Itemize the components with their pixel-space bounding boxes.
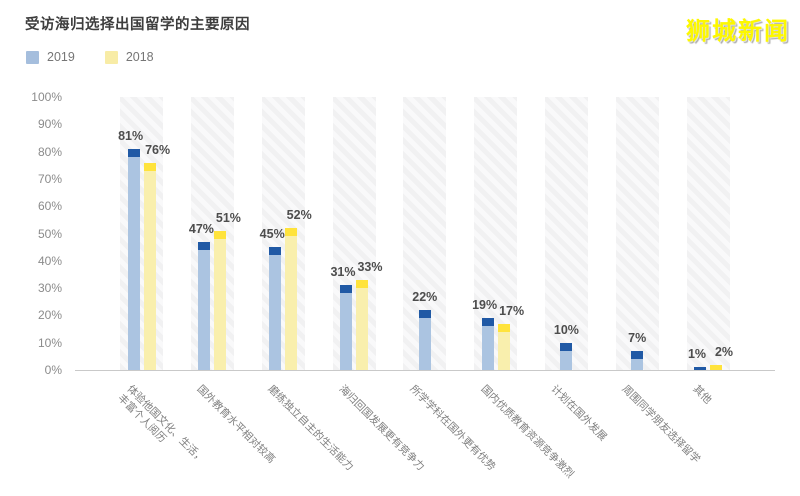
y-axis-tick-40: 40% — [37, 253, 62, 268]
legend-item-2018: 2018 — [104, 50, 154, 64]
bar-cap-2019-6 — [481, 318, 494, 327]
bar-2019-9 — [694, 367, 706, 370]
y-axis-tick-90: 90% — [37, 117, 62, 132]
bar-cap-2019-9 — [694, 367, 706, 370]
bar-cap-2018-2 — [214, 230, 227, 239]
bar-2018-6 — [497, 323, 510, 370]
legend: 2019 2018 — [26, 50, 154, 64]
bar-cap-2018-4 — [356, 279, 368, 288]
value-label-2018-1: 76% — [145, 142, 171, 157]
value-label-2018-6: 17% — [499, 303, 525, 318]
bar-cap-2018-1 — [143, 162, 156, 171]
value-label-2019-5: 22% — [412, 289, 438, 304]
category-label-9: 其他 — [690, 383, 714, 407]
page-title: 受访海归选择出国留学的主要原因 — [25, 17, 250, 33]
value-label-2019-1: 81% — [118, 128, 144, 143]
bar-cap-2019-1 — [127, 148, 140, 157]
bar-cap-2019-3 — [269, 247, 282, 256]
legend-swatch-2018 — [104, 50, 118, 64]
bar-2018-2 — [214, 230, 227, 370]
y-axis-tick-30: 30% — [37, 281, 62, 296]
category-label-8: 周围同学朋友选择留学 — [619, 383, 703, 466]
x-axis-line — [75, 370, 775, 371]
bar-cap-2018-9 — [710, 364, 722, 370]
bar-2019-6 — [481, 318, 494, 370]
background-column-8 — [615, 97, 659, 370]
background-column-2 — [190, 97, 234, 370]
background-column-3 — [261, 97, 305, 370]
y-axis-tick-20: 20% — [37, 308, 62, 323]
value-label-2018-2: 51% — [215, 210, 241, 225]
background-column-7 — [544, 97, 588, 370]
y-axis-tick-0: 0% — [44, 363, 62, 377]
value-label-2018-3: 52% — [286, 208, 312, 223]
site-logo: 狮城新闻 — [686, 18, 790, 45]
background-column-9 — [686, 97, 730, 370]
category-label-7: 计划在国外发展 — [548, 383, 610, 444]
bar-2018-3 — [285, 228, 298, 370]
bar-cap-2019-2 — [198, 241, 211, 250]
value-label-2018-4: 33% — [357, 259, 383, 274]
legend-label-2019: 2019 — [47, 50, 75, 64]
legend-item-2019: 2019 — [26, 50, 75, 64]
background-column-4 — [332, 97, 376, 370]
y-axis-tick-60: 60% — [37, 199, 62, 214]
bar-2019-2 — [198, 241, 211, 370]
y-axis-tick-70: 70% — [37, 171, 62, 186]
bar-cap-2018-6 — [497, 323, 510, 332]
legend-label-2018: 2018 — [125, 50, 154, 64]
y-axis-tick-10: 10% — [37, 335, 62, 350]
bar-2019-4 — [340, 285, 352, 370]
category-label-1: 体验他国文化、生活， 丰富个人阅历 — [114, 383, 207, 466]
bar-cap-2019-4 — [340, 285, 352, 294]
value-label-2019-7: 10% — [553, 322, 579, 337]
y-axis-tick-100: 100% — [31, 90, 62, 104]
bar-2019-8 — [631, 350, 644, 370]
bar-cap-2019-8 — [631, 350, 644, 359]
background-column-6 — [474, 97, 518, 370]
bar-cap-2019-5 — [418, 309, 431, 318]
bar-cap-2019-7 — [560, 342, 573, 351]
y-axis-tick-80: 80% — [37, 144, 62, 159]
value-label-2019-2: 47% — [188, 221, 214, 236]
value-label-2019-8: 7% — [628, 330, 647, 345]
bar-cap-2018-3 — [285, 228, 298, 237]
bar-2018-9 — [710, 364, 722, 370]
bar-2018-1 — [143, 162, 156, 370]
category-label-2: 国外教育水平相对较高 — [194, 383, 278, 466]
bar-2019-7 — [560, 342, 573, 370]
value-label-2019-4: 31% — [330, 265, 356, 280]
bar-2019-3 — [269, 247, 282, 370]
background-column-1 — [120, 97, 164, 370]
value-label-2019-9: 1% — [687, 347, 707, 362]
bar-2018-4 — [356, 279, 368, 370]
value-label-2018-9: 2% — [714, 344, 734, 359]
bar-2019-5 — [418, 309, 431, 370]
legend-swatch-2019 — [26, 50, 39, 64]
value-label-2019-6: 19% — [472, 298, 498, 313]
y-axis-tick-50: 50% — [37, 226, 62, 241]
bar-2019-1 — [127, 148, 140, 370]
value-label-2019-3: 45% — [259, 227, 285, 242]
